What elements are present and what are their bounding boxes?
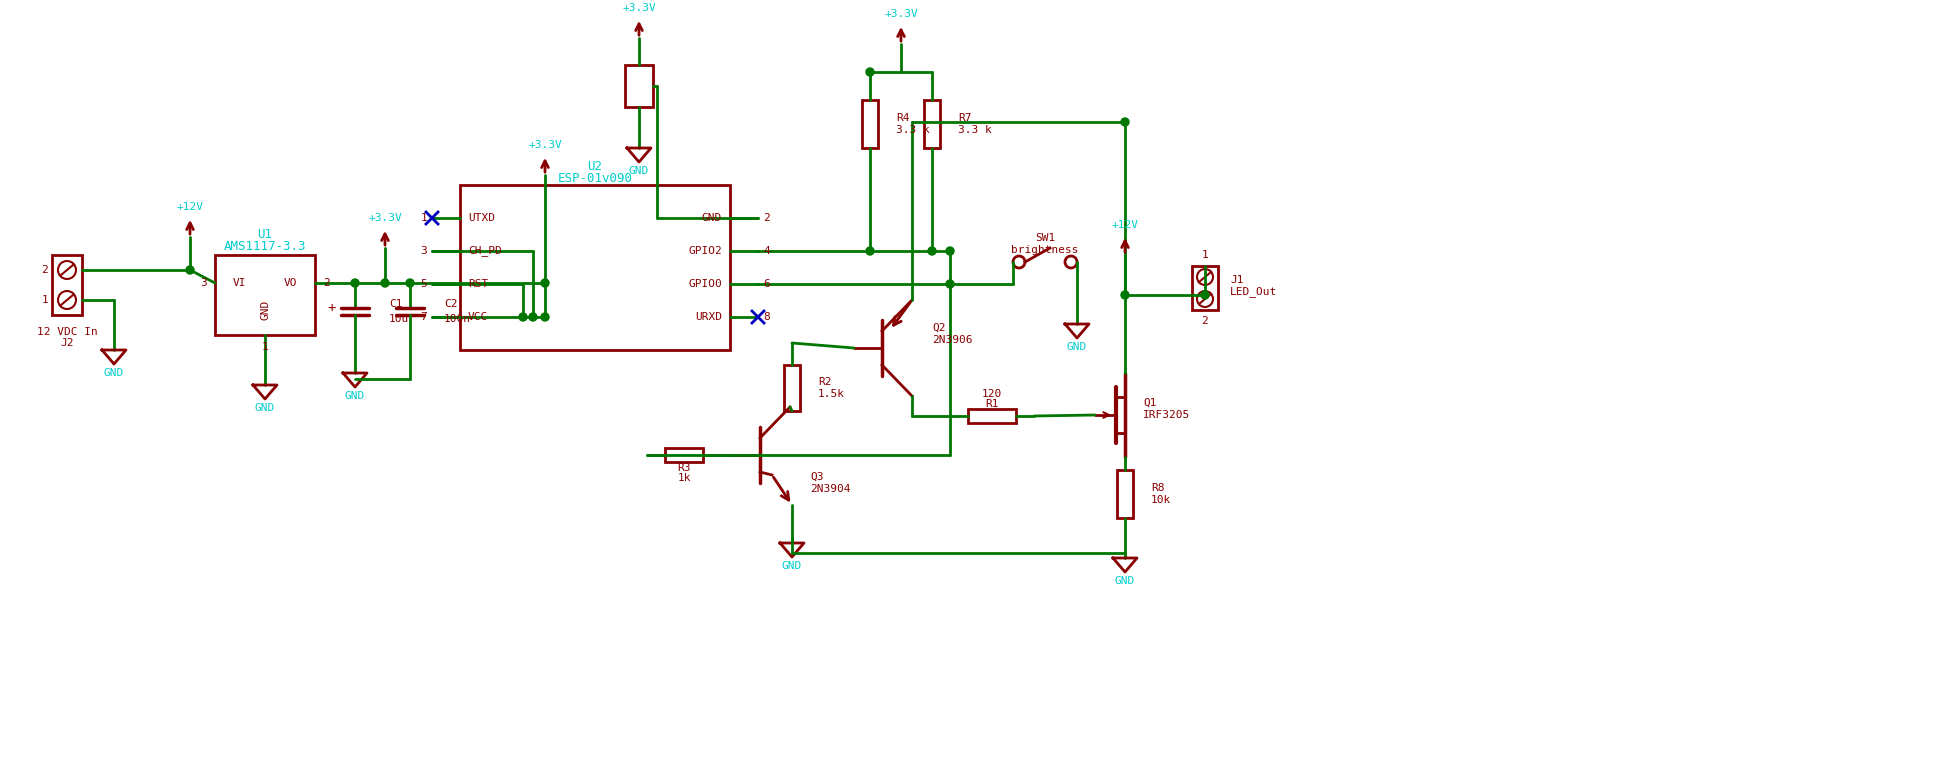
Text: IRF3205: IRF3205 [1144,410,1190,420]
Bar [925,100,940,148]
Bar [461,185,729,350]
Text: C2: C2 [443,299,457,309]
Text: +12V: +12V [1111,220,1138,230]
Circle shape [1120,118,1128,126]
Circle shape [1202,291,1209,299]
Text: 2: 2 [323,278,329,288]
Text: +3.3V: +3.3V [528,140,561,150]
Text: GND: GND [1066,342,1087,352]
Text: R4: R4 [896,113,909,123]
Text: 100n: 100n [443,314,470,324]
Text: GPIO0: GPIO0 [689,279,722,289]
Circle shape [528,313,538,321]
Text: AMS1117-3.3: AMS1117-3.3 [224,239,306,252]
Text: GND: GND [255,403,275,413]
Bar [861,100,878,148]
Text: 2: 2 [762,213,770,223]
Text: C1: C1 [389,299,402,309]
Text: GND: GND [629,166,648,176]
Text: Q2: Q2 [933,323,946,333]
Text: R8: R8 [1151,483,1165,493]
Text: 1: 1 [261,342,269,352]
Text: LED_Out: LED_Out [1231,287,1277,297]
Text: R2: R2 [819,377,832,387]
Text: CH_PD: CH_PD [468,245,501,257]
Text: 5: 5 [420,279,428,289]
Bar [215,255,315,335]
Text: 12 VDC In: 12 VDC In [37,327,97,337]
Text: GND: GND [344,391,366,401]
Bar [666,448,702,462]
Circle shape [542,313,550,321]
Text: 1: 1 [420,213,428,223]
Text: 1k: 1k [677,473,691,483]
Text: 3.3 k: 3.3 k [896,125,929,135]
Bar [1116,470,1134,518]
Text: VI: VI [232,278,246,288]
Text: SW1: SW1 [1035,233,1055,243]
Text: 1.5k: 1.5k [819,389,846,399]
Bar [784,365,799,411]
Circle shape [867,68,875,76]
Text: 6: 6 [762,279,770,289]
Text: 2N3906: 2N3906 [933,335,973,345]
Text: J2: J2 [60,338,74,348]
Text: 7: 7 [420,312,428,322]
Text: 1: 1 [1202,250,1207,260]
Bar [968,409,1016,423]
Text: 3: 3 [420,246,428,256]
Circle shape [946,280,954,288]
Text: 120: 120 [981,389,1002,399]
Circle shape [519,313,526,321]
Text: 2: 2 [41,265,48,275]
Text: 3: 3 [199,278,207,288]
Bar [1192,266,1217,310]
Text: +12V: +12V [176,202,203,212]
Text: 2N3904: 2N3904 [811,484,851,494]
Text: +3.3V: +3.3V [368,213,402,223]
Circle shape [946,247,954,255]
Text: 4: 4 [762,246,770,256]
Text: 2: 2 [1202,316,1207,326]
Circle shape [867,247,875,255]
Text: GND: GND [259,300,271,320]
Text: VO: VO [284,278,296,288]
Circle shape [1120,291,1128,299]
Text: 1: 1 [41,295,48,305]
Text: GND: GND [782,561,803,571]
Text: GND: GND [104,368,124,378]
Text: 3.3 k: 3.3 k [958,125,993,135]
Text: U2: U2 [588,161,602,174]
Text: UTXD: UTXD [468,213,495,223]
Text: URXD: URXD [695,312,722,322]
Text: GND: GND [1115,576,1136,586]
Text: 10k: 10k [1151,495,1171,505]
Text: +3.3V: +3.3V [623,3,656,13]
Circle shape [381,279,389,287]
Text: GND: GND [702,213,722,223]
Text: 8: 8 [762,312,770,322]
Circle shape [929,247,937,255]
Text: ESP-01v090: ESP-01v090 [557,171,633,184]
Circle shape [186,266,194,274]
Text: Q1: Q1 [1144,398,1157,408]
Text: RST: RST [468,279,488,289]
Text: J1: J1 [1231,275,1244,285]
Circle shape [542,279,550,287]
Bar [52,255,81,315]
Text: U1: U1 [257,229,273,242]
Text: +: + [327,301,337,315]
Text: VCC: VCC [468,312,488,322]
Text: Q3: Q3 [811,472,824,482]
Text: R3: R3 [677,463,691,473]
Circle shape [406,279,414,287]
Circle shape [350,279,360,287]
Text: R1: R1 [985,399,998,409]
Bar [625,65,652,107]
Text: 10u: 10u [389,314,408,324]
Text: +3.3V: +3.3V [884,9,917,19]
Text: R7: R7 [958,113,971,123]
Text: brightness: brightness [1012,245,1078,255]
Text: GPIO2: GPIO2 [689,246,722,256]
